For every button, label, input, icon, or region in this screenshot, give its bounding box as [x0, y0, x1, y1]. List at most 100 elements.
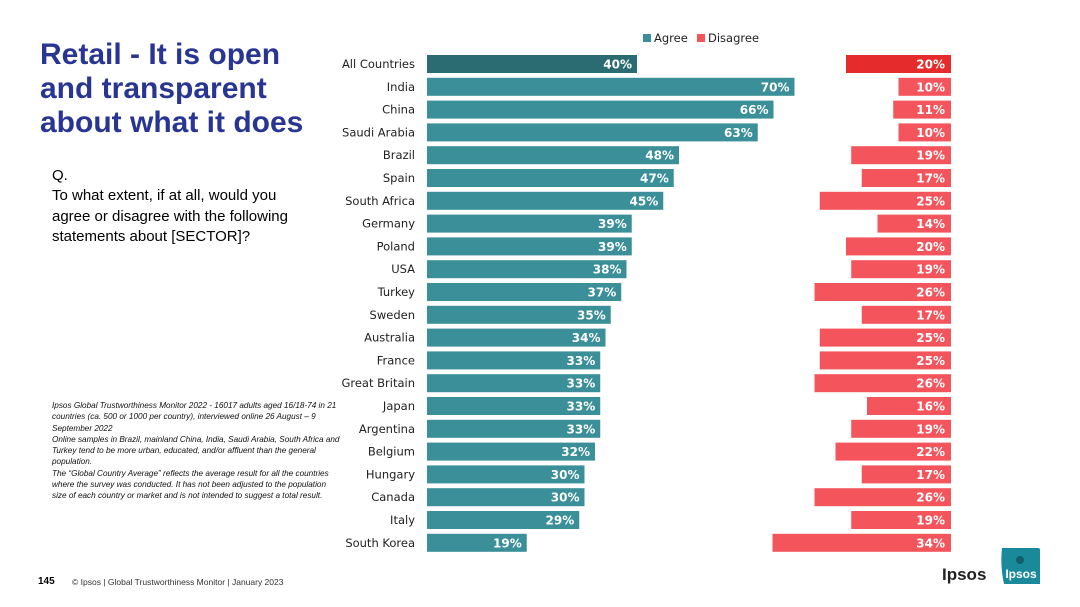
agree-value-label: 70%	[761, 80, 790, 94]
agree-value-label: 39%	[598, 240, 627, 254]
agree-value-label: 33%	[567, 354, 596, 368]
agree-value-label: 45%	[630, 194, 659, 208]
disagree-value-label: 26%	[916, 286, 945, 300]
category-label: Argentina	[359, 422, 415, 436]
footer-text: © Ipsos | Global Trustworthiness Monitor…	[72, 577, 284, 587]
agree-bar	[427, 214, 632, 233]
agree-bar	[427, 351, 601, 370]
legend-disagree-swatch	[697, 34, 705, 42]
disagree-value-label: 25%	[916, 331, 945, 345]
agree-bar	[427, 77, 795, 96]
disagree-bar	[835, 442, 951, 461]
agree-bar	[427, 533, 527, 552]
disagree-value-label: 26%	[916, 377, 945, 391]
disagree-bar	[861, 465, 951, 484]
disagree-value-label: 19%	[916, 149, 945, 163]
agree-bar	[427, 260, 627, 279]
disagree-value-label: 16%	[916, 400, 945, 414]
category-label: India	[387, 80, 415, 94]
agree-value-label: 63%	[724, 126, 753, 140]
category-label: Spain	[383, 171, 415, 185]
agree-bar	[427, 123, 758, 142]
agree-bar	[427, 283, 622, 301]
logo-dot	[1016, 556, 1024, 564]
disagree-bar	[814, 374, 951, 393]
disagree-value-label: 10%	[916, 126, 945, 140]
disagree-value-label: 17%	[916, 172, 945, 186]
brand-wordmark: Ipsos	[942, 565, 987, 584]
disagree-bar	[851, 146, 951, 165]
agree-value-label: 66%	[740, 103, 769, 117]
disagree-bar	[819, 351, 951, 370]
disagree-value-label: 10%	[916, 80, 945, 94]
agree-bar	[427, 419, 601, 438]
disagree-value-label: 14%	[916, 217, 945, 231]
agree-value-label: 40%	[603, 58, 632, 72]
agree-value-label: 48%	[645, 149, 674, 163]
disagree-value-label: 17%	[916, 308, 945, 322]
footnote-line: Online samples in Brazil, mainland China…	[52, 434, 340, 467]
agree-bar	[427, 442, 595, 461]
disagree-bar	[861, 169, 951, 187]
agree-bar	[427, 146, 679, 165]
disagree-value-label: 20%	[916, 240, 945, 254]
category-label: Canada	[371, 490, 415, 504]
disagree-value-label: 25%	[916, 194, 945, 208]
legend-agree-swatch	[643, 34, 651, 42]
agree-value-label: 33%	[567, 422, 596, 436]
category-label: South Africa	[345, 194, 415, 208]
category-label: Poland	[377, 239, 415, 253]
category-label: Italy	[390, 513, 415, 527]
category-label: China	[382, 103, 415, 117]
disagree-bar	[846, 237, 951, 256]
agree-value-label: 37%	[588, 286, 617, 300]
disagree-value-label: 20%	[916, 58, 945, 72]
legend-disagree-label: Disagree	[708, 31, 759, 45]
disagree-bar	[893, 100, 951, 119]
agree-bar	[427, 305, 611, 324]
agree-bar	[427, 100, 774, 119]
agree-bar	[427, 191, 664, 210]
category-label: Brazil	[383, 148, 415, 162]
category-label: All Countries	[342, 57, 415, 71]
disagree-bar	[851, 419, 951, 438]
disagree-bar	[846, 55, 951, 73]
disagree-bar	[819, 191, 951, 210]
agree-value-label: 32%	[561, 445, 590, 459]
disagree-bar	[772, 533, 951, 552]
disagree-bar	[898, 123, 951, 142]
disagree-value-label: 19%	[916, 422, 945, 436]
category-label: France	[377, 353, 415, 367]
category-label: Belgium	[368, 445, 415, 459]
agree-value-label: 33%	[567, 377, 596, 391]
agree-value-label: 33%	[567, 400, 596, 414]
category-label: Hungary	[366, 467, 415, 481]
disagree-bar	[814, 488, 951, 507]
disagree-value-label: 26%	[916, 491, 945, 505]
category-label: Turkey	[377, 285, 416, 299]
footnote-line: The “Global Country Average” reflects th…	[52, 468, 329, 501]
disagree-value-label: 17%	[916, 468, 945, 482]
logo-shape	[1001, 548, 1040, 584]
agree-bar	[427, 397, 601, 415]
disagree-bar	[814, 283, 951, 301]
category-label: USA	[391, 262, 415, 276]
agree-value-label: 30%	[551, 468, 580, 482]
disagree-bar	[867, 397, 951, 415]
disagree-value-label: 22%	[916, 445, 945, 459]
category-label: Australia	[364, 331, 415, 345]
agree-bar	[427, 465, 585, 484]
agree-bar	[427, 328, 606, 347]
agree-value-label: 38%	[593, 263, 622, 277]
category-label: Germany	[362, 217, 415, 231]
agree-bar	[427, 374, 601, 393]
disagree-bar	[819, 328, 951, 347]
disagree-bar	[898, 77, 951, 96]
disagree-bar	[851, 511, 951, 529]
agree-bar	[427, 169, 674, 187]
category-label: Sweden	[370, 308, 415, 322]
disagree-value-label: 19%	[916, 514, 945, 528]
agree-value-label: 35%	[577, 308, 606, 322]
slide-title: Retail - It is open and transparent abou…	[40, 38, 304, 139]
agree-value-label: 30%	[551, 491, 580, 505]
